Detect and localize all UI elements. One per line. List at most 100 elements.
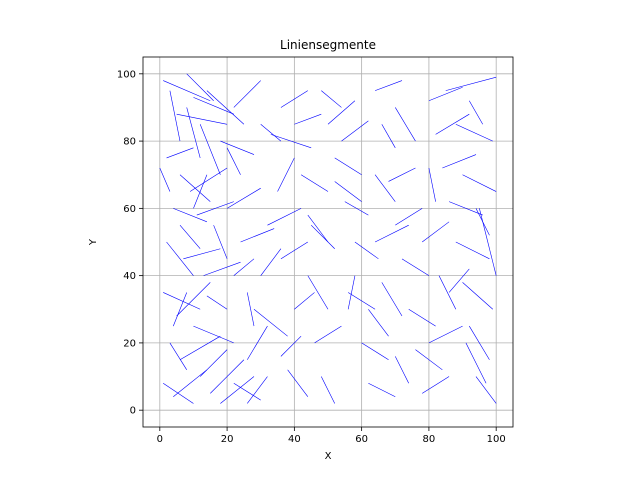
line-segment	[186, 73, 214, 101]
line-segment	[172, 292, 188, 327]
line-segment	[300, 174, 329, 192]
line-segment	[166, 241, 194, 276]
line-segment	[294, 113, 322, 125]
line-segment	[166, 147, 194, 159]
line-segment	[196, 201, 234, 216]
line-segment	[395, 208, 423, 226]
line-segment	[374, 224, 409, 243]
line-segment	[173, 208, 208, 223]
line-segment	[314, 325, 342, 344]
line-segment	[465, 342, 487, 384]
line-segment	[193, 325, 234, 344]
line-segment	[260, 124, 282, 142]
line-segment	[327, 100, 356, 125]
line-segment	[479, 208, 497, 276]
line-segment	[203, 261, 241, 276]
line-segment	[179, 224, 201, 249]
line-segment	[307, 275, 329, 310]
ticks: 0 20 40 60 80 100 0 20 40 60 80 100	[117, 69, 506, 445]
line-segment	[368, 309, 389, 337]
line-segment	[395, 356, 409, 384]
line-segment	[448, 201, 483, 216]
line-segment	[163, 292, 201, 310]
line-segment	[341, 120, 369, 142]
line-segment	[183, 248, 221, 260]
line-segment	[381, 124, 396, 148]
line-segment	[422, 376, 450, 394]
line-segment	[445, 76, 497, 91]
line-segment	[475, 376, 497, 404]
line-segment	[189, 167, 228, 192]
line-segment	[408, 309, 436, 327]
line-segment	[310, 224, 335, 249]
line-segment	[348, 292, 376, 310]
line-segment	[462, 174, 497, 192]
line-segment	[233, 80, 261, 108]
grid	[143, 57, 513, 427]
line-segment	[247, 376, 268, 404]
line-segment	[226, 147, 241, 175]
x-axis-label: X	[325, 451, 332, 462]
y-tick-label: 100	[117, 69, 136, 80]
line-segment	[361, 342, 389, 360]
line-segment	[176, 113, 228, 125]
y-axis-label: Y	[88, 238, 99, 246]
line-segment	[169, 342, 187, 370]
y-tick-label: 0	[130, 406, 136, 417]
line-segment	[321, 376, 335, 404]
line-segment	[186, 107, 201, 158]
line-segment	[193, 97, 234, 115]
line-segment	[334, 181, 362, 202]
line-segment	[438, 275, 457, 310]
line-segment	[253, 309, 288, 337]
line-segment	[455, 123, 493, 142]
line-segment	[226, 187, 261, 209]
line-segment	[233, 258, 255, 276]
line-segment	[347, 275, 356, 310]
line-segment	[428, 86, 463, 102]
segments	[159, 73, 497, 404]
line-segment	[334, 157, 362, 175]
line-segment	[270, 134, 312, 149]
line-segment	[193, 174, 208, 209]
line-segment	[455, 241, 490, 260]
y-tick-label: 80	[123, 137, 136, 148]
line-segment	[368, 383, 396, 397]
line-segment	[206, 90, 245, 125]
line-segment	[381, 282, 403, 317]
line-segment	[179, 335, 221, 360]
y-tick-label: 20	[123, 338, 136, 349]
line-segment	[247, 325, 268, 360]
line-segment	[442, 154, 477, 169]
y-tick-label: 40	[123, 271, 136, 282]
line-segment	[428, 167, 436, 202]
line-segment	[267, 208, 302, 226]
line-segment	[163, 383, 194, 404]
x-tick-label: 20	[221, 434, 234, 445]
plot-frame	[142, 56, 514, 428]
line-segment	[240, 228, 275, 243]
line-segment	[206, 295, 228, 310]
line-segment	[307, 214, 329, 243]
line-segment	[260, 248, 282, 276]
line-segment	[176, 282, 211, 317]
line-segment	[462, 282, 494, 310]
line-segment	[469, 100, 483, 125]
line-segment	[321, 90, 342, 108]
line-segment	[246, 292, 255, 327]
line-segment	[280, 90, 308, 108]
line-segment	[220, 376, 255, 404]
line-segment	[388, 167, 416, 182]
line-segment	[159, 167, 171, 192]
line-segment	[233, 383, 261, 401]
line-segment	[199, 349, 228, 377]
line-segment	[475, 208, 490, 236]
line-segment	[173, 369, 208, 397]
line-segment	[395, 107, 416, 142]
line-segment	[220, 140, 255, 155]
y-tick-label: 60	[123, 204, 136, 215]
line-segment	[280, 241, 308, 260]
line-segment	[401, 258, 430, 276]
x-tick-label: 60	[355, 434, 368, 445]
line-segment	[415, 349, 443, 371]
